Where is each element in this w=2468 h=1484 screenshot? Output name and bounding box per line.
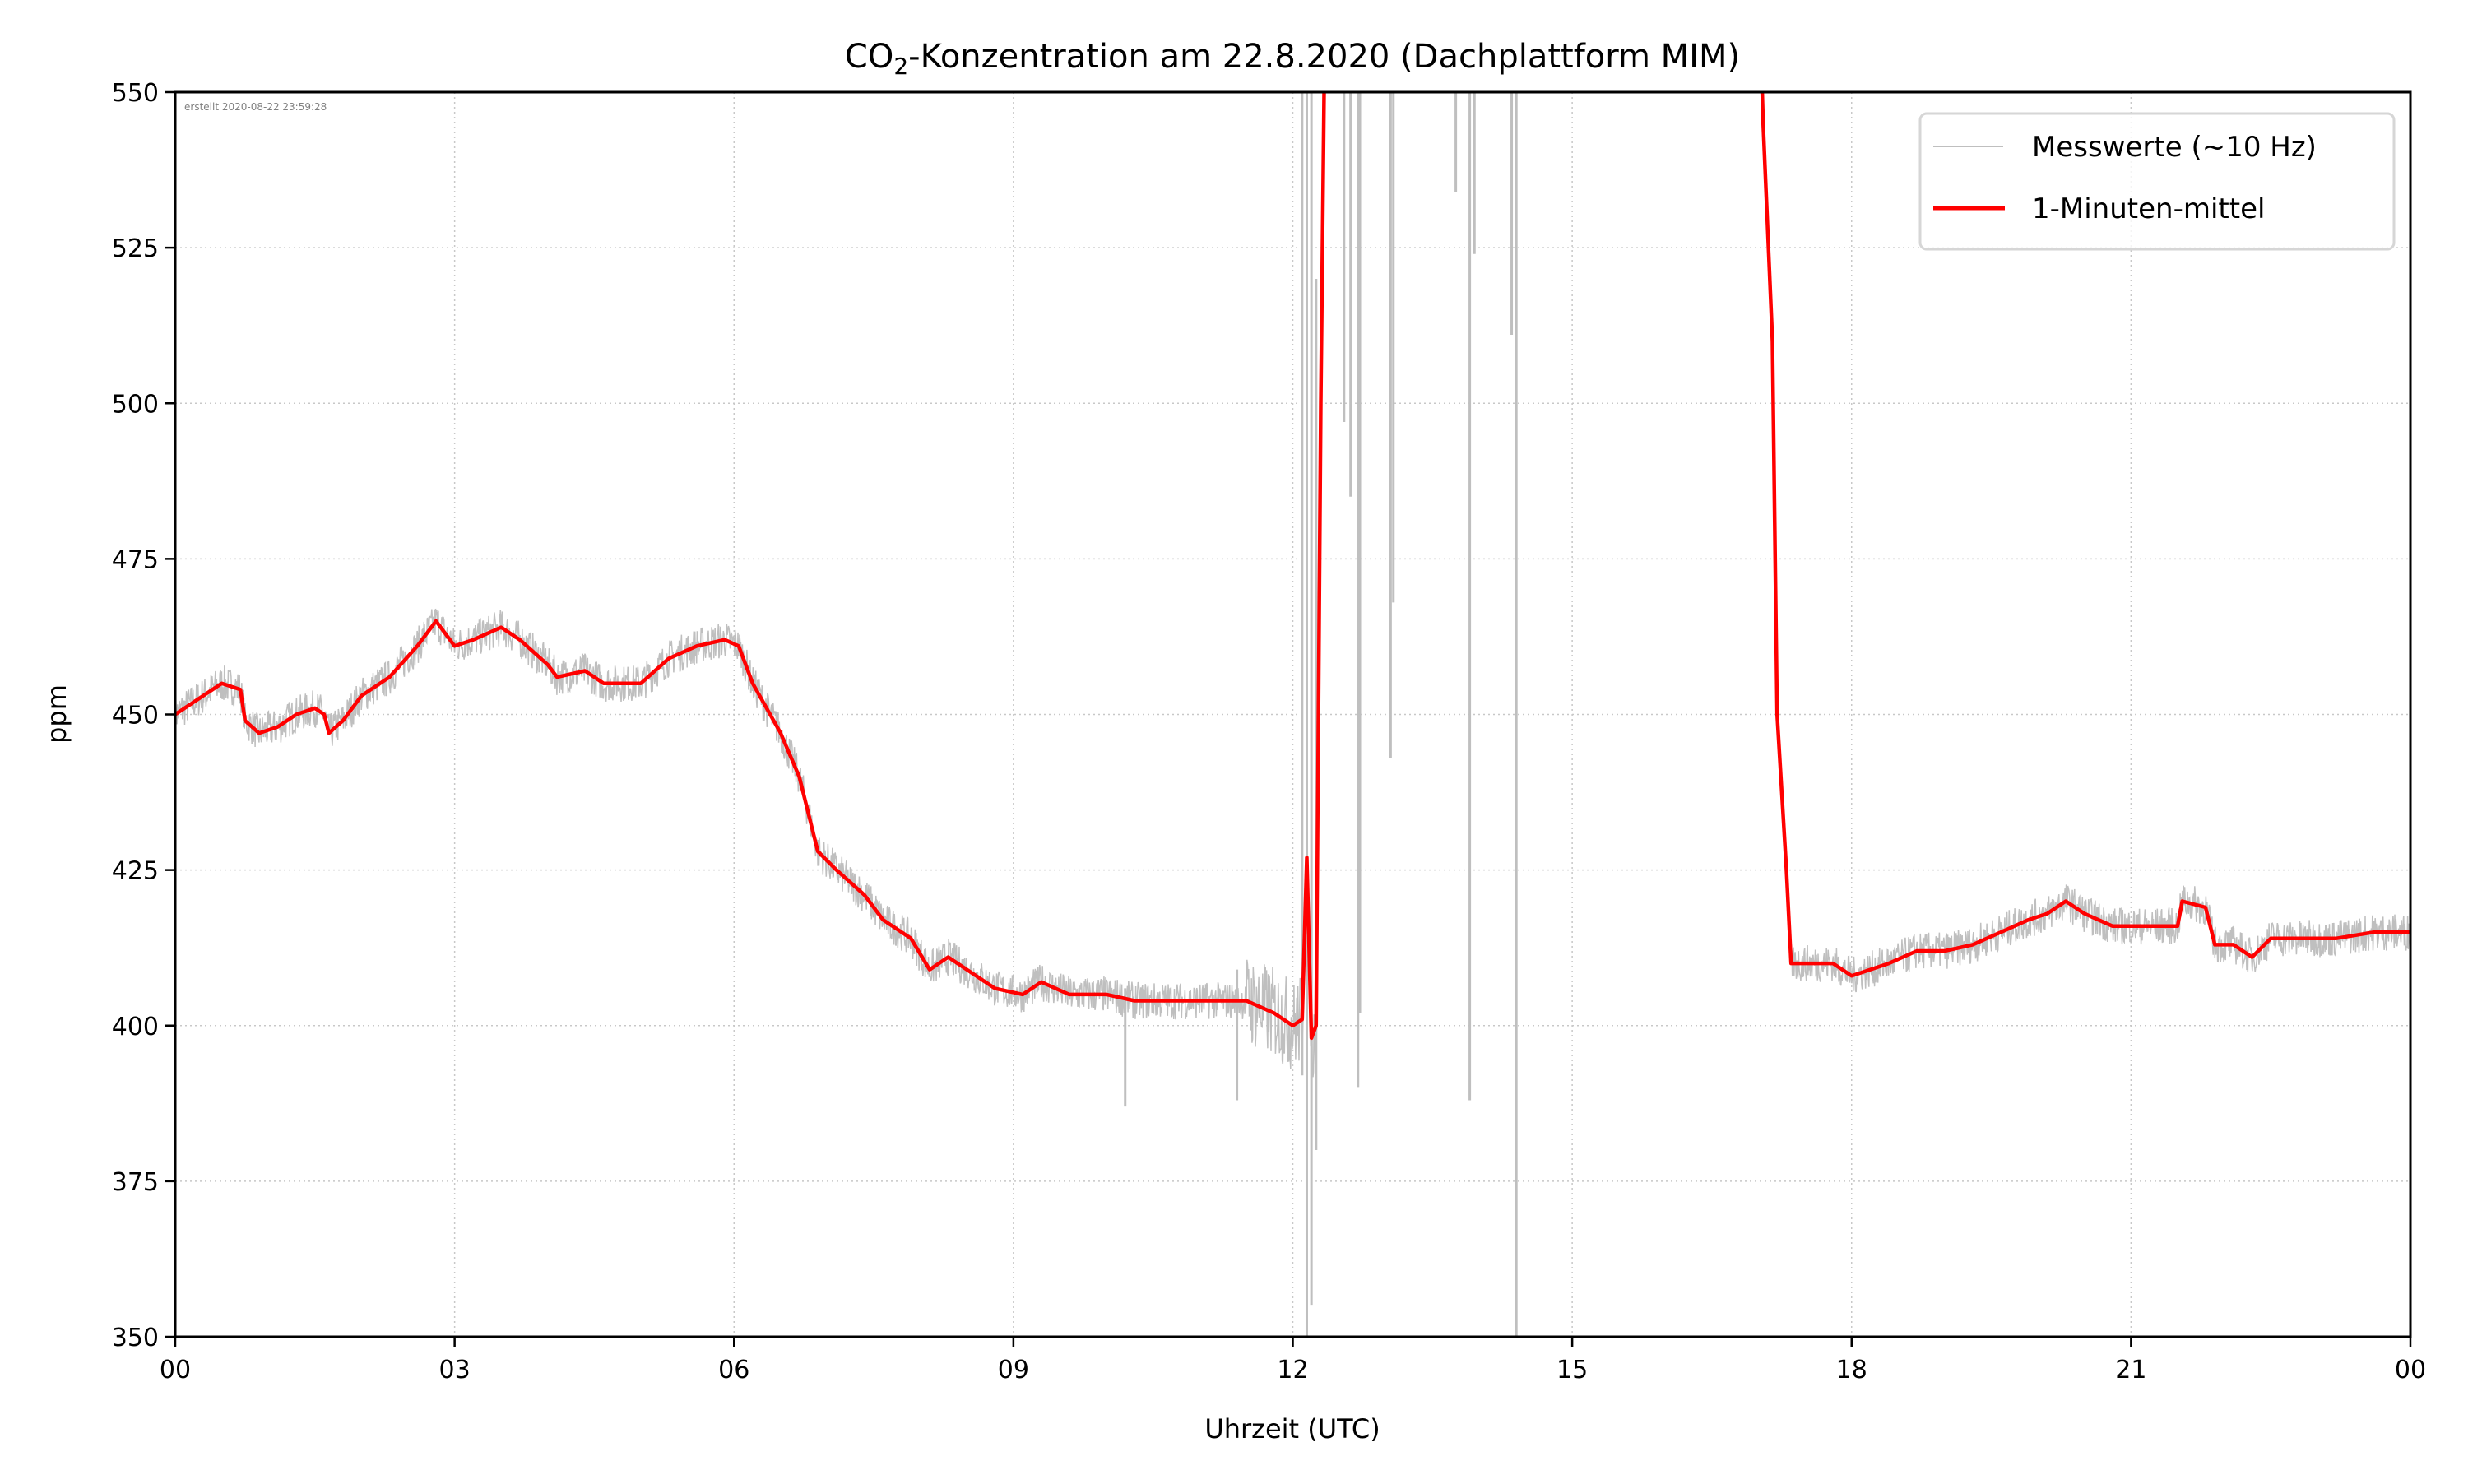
raw-measurement-line bbox=[175, 92, 2410, 1078]
minute-mean-line bbox=[175, 92, 2410, 1041]
x-tick-label: 00 bbox=[2395, 1356, 2426, 1384]
x-tick-label: 21 bbox=[2115, 1356, 2146, 1384]
x-tick-label: 12 bbox=[1277, 1356, 1308, 1384]
y-axis-label: ppm bbox=[41, 684, 72, 744]
legend-box bbox=[1918, 112, 2396, 251]
legend-mean-label: 1-Minuten-mittel bbox=[2032, 192, 2265, 225]
x-tick-label: 18 bbox=[1836, 1356, 1867, 1384]
y-tick-label: 350 bbox=[112, 1324, 159, 1352]
y-tick-label: 500 bbox=[112, 390, 159, 419]
x-tick-label: 00 bbox=[160, 1356, 191, 1384]
y-tick-label: 450 bbox=[112, 702, 159, 730]
raw-series-group bbox=[175, 92, 2410, 1337]
y-tick-label: 550 bbox=[112, 79, 159, 108]
x-tick-label: 06 bbox=[718, 1356, 749, 1384]
chart-title: CO2-Konzentration am 22.8.2020 (Dachplat… bbox=[845, 38, 1740, 80]
legend: Messwerte (~10 Hz) 1-Minuten-mittel bbox=[1918, 112, 2396, 251]
legend-raw-label: Messwerte (~10 Hz) bbox=[2032, 131, 2317, 164]
y-tick-label: 475 bbox=[112, 545, 159, 574]
y-tick-label: 425 bbox=[112, 857, 159, 886]
mean-series-group bbox=[175, 92, 2410, 1041]
x-tick-label: 09 bbox=[998, 1356, 1029, 1384]
x-tick-label: 15 bbox=[1556, 1356, 1588, 1384]
x-tick-label: 03 bbox=[439, 1356, 471, 1384]
y-tick-label: 375 bbox=[112, 1168, 159, 1197]
x-axis-label: Uhrzeit (UTC) bbox=[1204, 1413, 1380, 1445]
created-timestamp: erstellt 2020-08-22 23:59:28 bbox=[184, 101, 327, 113]
y-tick-label: 525 bbox=[112, 234, 159, 263]
axis-ticks: 00 03 06 09 12 15 18 21 003503754004254504755005… bbox=[112, 79, 2426, 1384]
grid-lines bbox=[174, 91, 2411, 1338]
y-tick-label: 400 bbox=[112, 1013, 159, 1041]
